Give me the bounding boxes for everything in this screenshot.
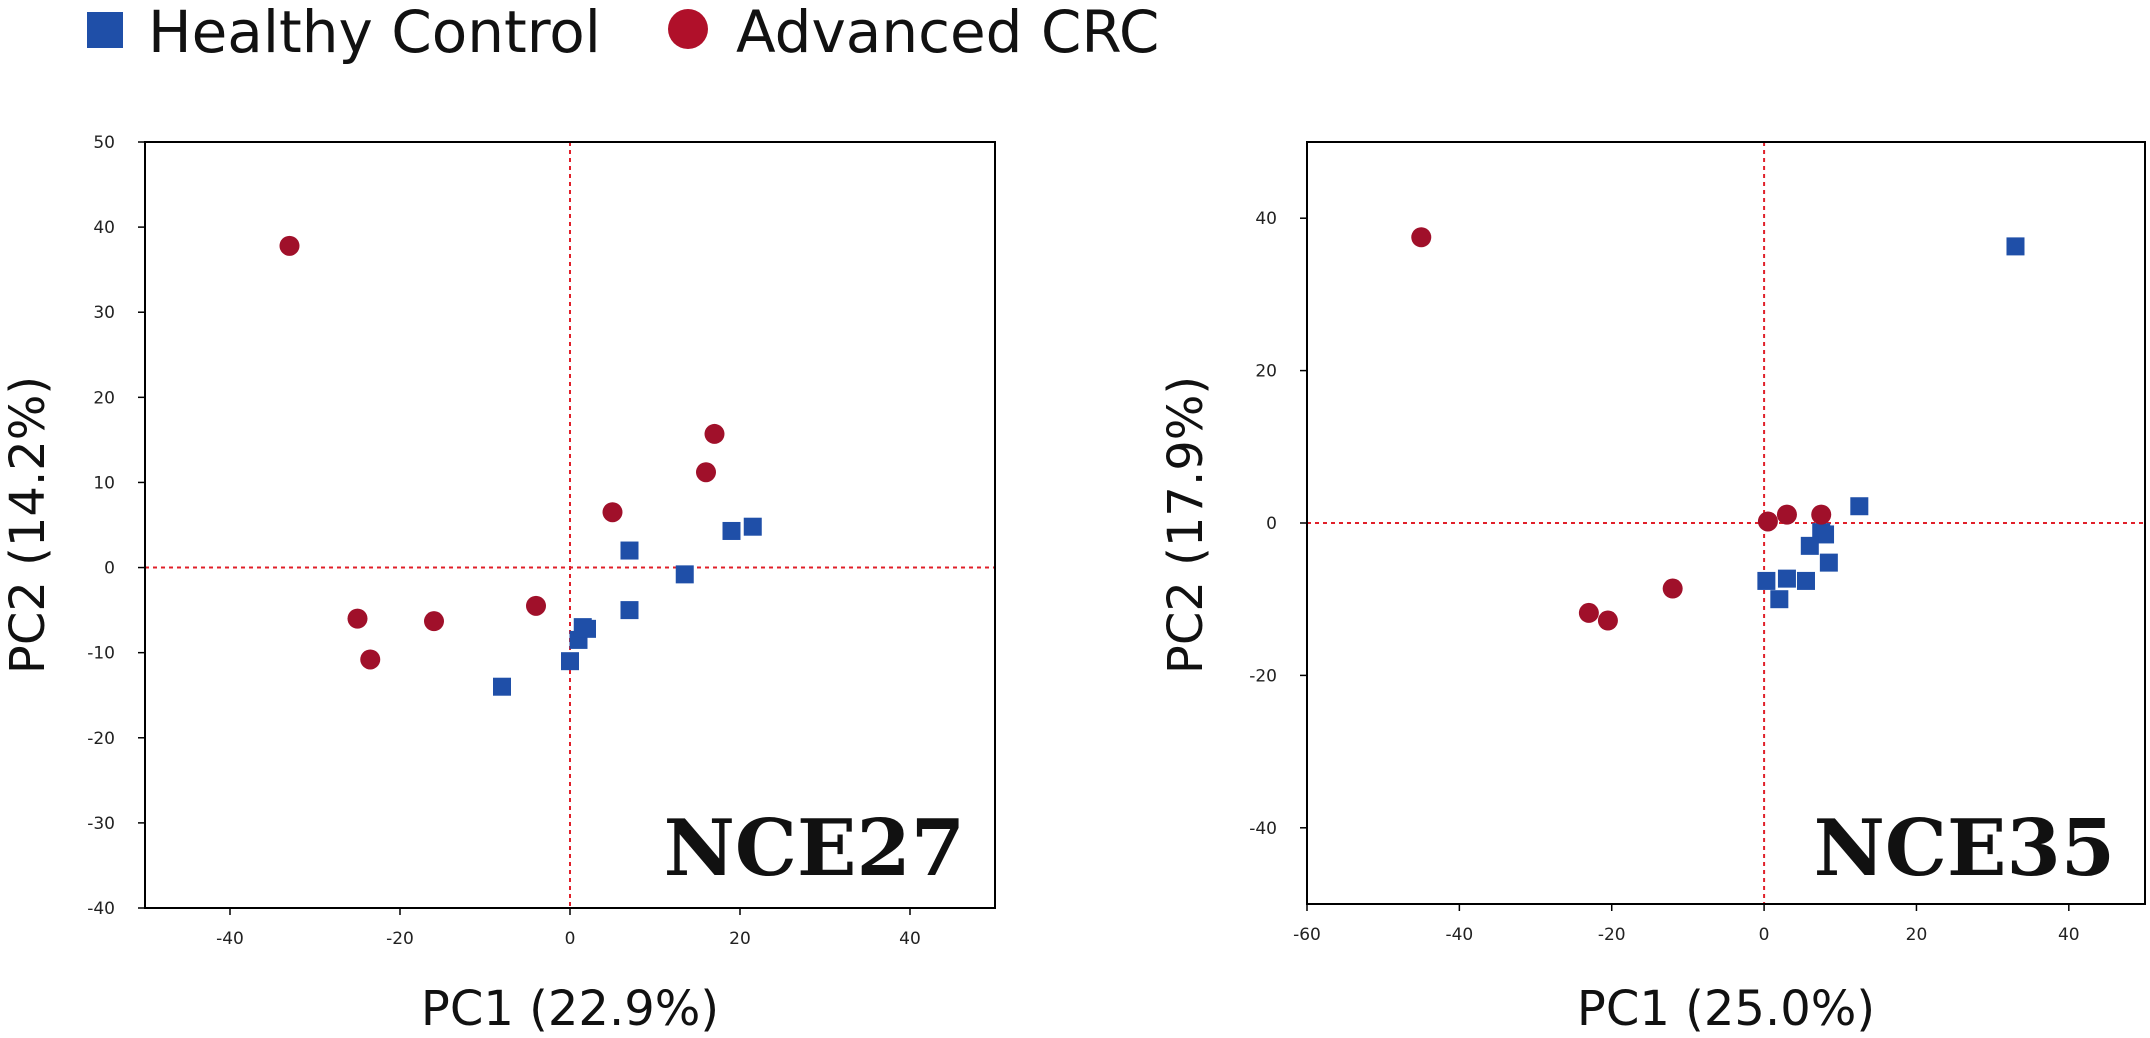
- healthy-control-point: [1800, 536, 1819, 555]
- healthy-control-point: [675, 565, 694, 584]
- advanced-crc-point: [526, 595, 546, 616]
- y-tick-label: -30: [87, 814, 115, 834]
- healthy-control-point: [1777, 569, 1796, 588]
- advanced-crc-point: [1776, 504, 1797, 525]
- advanced-crc-point: [279, 235, 300, 256]
- advanced-crc-point: [1578, 602, 1599, 623]
- legend-square-marker: [87, 12, 123, 48]
- y-tick-label: 0: [1266, 514, 1277, 534]
- y-tick-label: -20: [87, 729, 115, 749]
- x-tick-label: -20: [386, 929, 414, 949]
- x-tick-label: 0: [1759, 925, 1770, 945]
- x-tick-label: 0: [565, 929, 576, 949]
- y-tick-label: -40: [87, 899, 115, 919]
- y-axis-title: PC2 (14.2%): [0, 376, 56, 674]
- healthy-control-point: [620, 541, 639, 560]
- healthy-control-point: [2006, 237, 2025, 256]
- y-tick-label: -10: [87, 644, 115, 664]
- healthy-control-point: [1770, 590, 1789, 609]
- healthy-control-point: [1796, 571, 1815, 590]
- healthy-control-point: [561, 652, 579, 671]
- advanced-crc-point: [704, 423, 725, 444]
- legend-circle-marker: [668, 9, 708, 49]
- x-tick-label: 40: [2058, 925, 2080, 945]
- scatter-panel-nce35: PC1 (25.0%) PC2 (17.9%) NCE35 -60 -40 -20 0…: [1158, 141, 2146, 1037]
- healthy-control-point: [578, 619, 596, 638]
- advanced-crc-point: [360, 649, 381, 670]
- x-axis-title: PC1 (22.9%): [421, 981, 719, 1037]
- x-axis-title: PC1 (25.0%): [1577, 981, 1875, 1037]
- y-tick-label: 40: [1255, 209, 1277, 229]
- healthy-control-point: [1850, 497, 1869, 516]
- y-tick-label: -20: [1249, 666, 1277, 686]
- y-tick-label: 10: [93, 473, 115, 493]
- legend-label-advanced-crc: Advanced CRC: [736, 0, 1159, 66]
- y-tick-label: 20: [93, 388, 115, 408]
- legend: Healthy Control Advanced CRC: [87, 0, 1159, 66]
- panel-label: NCE35: [1814, 803, 2115, 894]
- advanced-crc-point: [696, 462, 716, 483]
- advanced-crc-point: [1811, 504, 1832, 525]
- healthy-control-point: [1757, 571, 1776, 590]
- x-tick-label: -40: [1445, 925, 1473, 945]
- legend-label-healthy-control: Healthy Control: [148, 0, 601, 66]
- healthy-control-point: [493, 677, 511, 696]
- advanced-crc-point: [1597, 610, 1618, 631]
- healthy-control-point: [1819, 553, 1838, 572]
- advanced-crc-point: [1757, 511, 1778, 532]
- scatter-panel-nce27: PC1 (22.9%) PC2 (14.2%) NCE27 -40 -20 0 20 4…: [0, 133, 996, 1037]
- x-tick-label: -40: [216, 929, 244, 949]
- healthy-control-point: [620, 601, 639, 620]
- advanced-crc-point: [424, 611, 444, 632]
- y-tick-label: -40: [1249, 819, 1277, 839]
- panel-label: NCE27: [664, 803, 965, 894]
- advanced-crc-point: [1411, 227, 1432, 248]
- x-tick-label: -60: [1293, 925, 1321, 945]
- healthy-control-point: [1816, 525, 1835, 544]
- y-tick-label: 40: [93, 218, 115, 238]
- y-tick-label: 0: [104, 559, 115, 579]
- y-tick-label: 30: [93, 303, 115, 323]
- x-tick-label: 40: [899, 929, 921, 949]
- x-tick-label: 20: [1906, 925, 1928, 945]
- x-tick-label: 20: [729, 929, 751, 949]
- y-axis-title: PC2 (17.9%): [1158, 376, 1214, 674]
- advanced-crc-point: [347, 608, 368, 629]
- healthy-control-point: [722, 521, 741, 540]
- advanced-crc-point: [1662, 578, 1683, 599]
- healthy-control-point: [743, 517, 762, 536]
- y-tick-label: 20: [1255, 362, 1277, 382]
- x-tick-label: -20: [1598, 925, 1626, 945]
- y-tick-label: 50: [93, 133, 115, 153]
- advanced-crc-point: [602, 502, 623, 523]
